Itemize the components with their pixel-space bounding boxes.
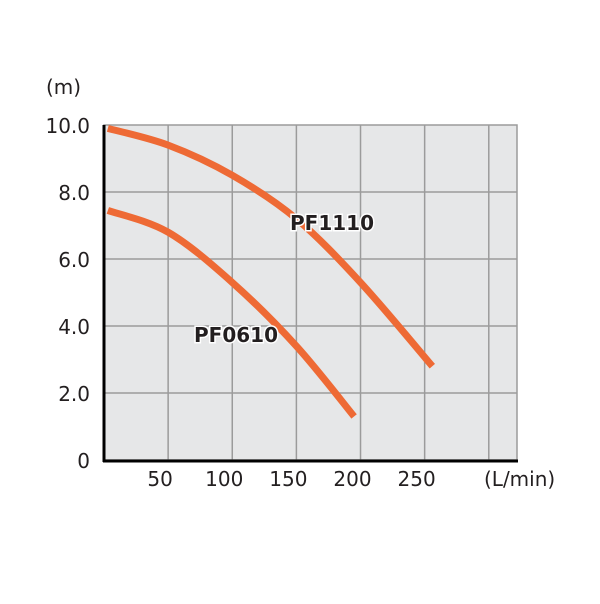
plot-background (104, 125, 517, 460)
gridlines (104, 125, 517, 460)
series-label-pf0610: PF0610 (194, 323, 278, 347)
y-tick-label: 0 (77, 449, 90, 473)
x-tick-label: 150 (269, 467, 307, 491)
y-tick-label: 10.0 (45, 114, 90, 138)
y-tick-label: 2.0 (58, 382, 90, 406)
series-label-pf1110: PF1110 (290, 211, 374, 235)
x-tick-label: 50 (147, 467, 172, 491)
y-tick-label: 6.0 (58, 248, 90, 272)
x-axis-label: (L/min) (484, 467, 555, 491)
y-tick-label: 8.0 (58, 181, 90, 205)
tick-labels: 50 100 150 200 250 0 2.0 4.0 6.0 8.0 10.0 (45, 114, 435, 491)
y-tick-label: 4.0 (58, 315, 90, 339)
x-tick-label: 100 (205, 467, 243, 491)
series-line-pf1110 (106, 124, 436, 369)
y-axis-label: (m) (46, 75, 81, 99)
x-tick-label: 200 (333, 467, 371, 491)
series-line-pf0610 (106, 207, 357, 419)
x-tick-label: 250 (398, 467, 436, 491)
